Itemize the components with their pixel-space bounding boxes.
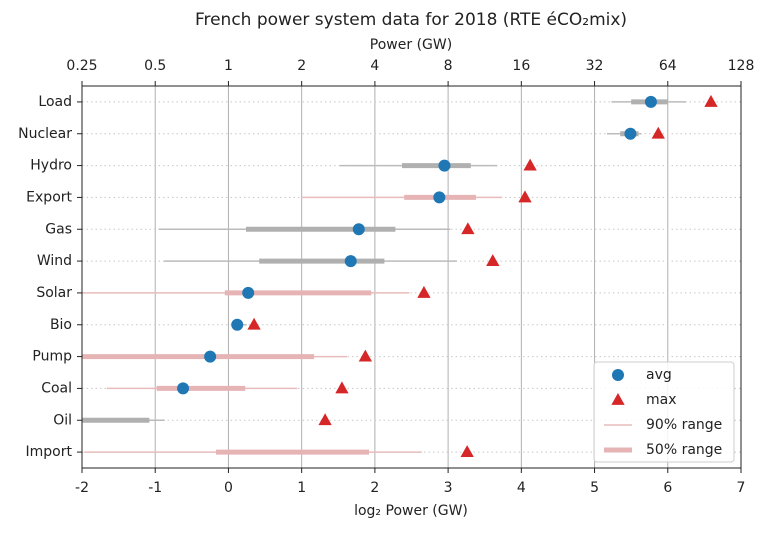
max-marker [460,445,474,457]
avg-marker [644,95,657,108]
max-marker [704,94,718,107]
max-marker [318,413,332,426]
avg-marker [231,318,244,331]
max-marker [358,349,373,362]
x-tick-label: 3 [444,480,453,496]
avg-marker [438,159,451,172]
x-tick-label: 0 [224,480,233,496]
plot-frame [81,85,742,469]
avg-marker [177,382,190,395]
legend-marker [612,369,624,381]
x-tick-label: 1 [297,480,306,496]
x2-tick-label: 0.5 [144,58,166,74]
x2-tick-label: 64 [659,58,677,74]
x2-tick-label: 128 [728,58,755,74]
y-tick-label: Export [26,189,72,205]
y-tick-label: Nuclear [18,126,72,142]
legend-marker [611,393,625,405]
y-tick-label: Hydro [30,158,72,174]
x-axis-label: log₂ Power (GW) [354,503,468,519]
x2-tick-label: 16 [512,58,530,74]
legend-box [593,361,735,463]
plot-area [82,94,718,457]
chart-title: French power system data for 2018 (RTE é… [195,10,627,30]
y-tick-label: Bio [50,317,72,333]
max-marker [461,222,475,235]
x-tick-label: 2 [370,480,379,496]
x2-tick-label: 4 [370,58,379,74]
max-marker [417,285,431,298]
y-tick-label: Import [26,444,73,460]
x2-tick-label: 2 [297,58,306,74]
y-tick-label: Pump [32,349,72,365]
legend-label: max [646,392,677,408]
legend-label: 90% range [646,417,722,433]
x2-tick-label: 32 [586,58,604,74]
avg-marker [204,350,217,363]
x-tick-label: 7 [737,480,746,496]
max-marker [335,381,349,394]
y-tick-label: Coal [41,380,72,396]
avg-marker [624,127,637,140]
max-marker [247,317,261,330]
x-tick-label: -2 [75,480,89,496]
x2-axis-label: Power (GW) [370,37,452,53]
avg-marker [344,255,357,268]
x2-tick-label: 0.25 [66,58,97,74]
max-marker [651,126,665,139]
y-tick-label: Load [38,94,72,110]
max-marker [518,190,532,203]
avg-marker [433,191,446,204]
x2-tick-label: 1 [224,58,233,74]
x-tick-label: 5 [590,480,599,496]
x-tick-label: 4 [517,480,526,496]
max-marker [486,254,500,266]
legend-label: 50% range [646,442,722,458]
y-tick-label: Wind [37,253,72,269]
x-tick-label: -1 [148,480,162,496]
max-marker [523,158,537,171]
avg-marker [352,223,365,236]
y-tick-label: Oil [53,412,72,428]
legend-label: avg [646,367,672,383]
x-tick-label: 6 [663,480,672,496]
avg-marker [242,286,255,299]
x2-tick-label: 8 [444,58,453,74]
y-tick-label: Solar [36,285,72,301]
y-tick-label: Gas [45,221,72,237]
